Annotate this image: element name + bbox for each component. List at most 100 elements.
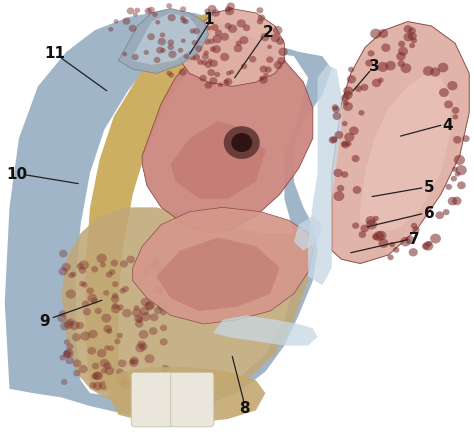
Circle shape [160, 48, 166, 53]
Circle shape [88, 294, 97, 302]
Circle shape [259, 76, 268, 84]
Circle shape [120, 260, 128, 268]
Circle shape [256, 7, 263, 13]
Circle shape [452, 107, 459, 114]
Circle shape [91, 266, 98, 273]
Circle shape [117, 333, 123, 339]
Circle shape [452, 197, 462, 205]
Circle shape [183, 54, 189, 59]
Circle shape [271, 34, 280, 42]
Circle shape [65, 356, 74, 364]
Circle shape [138, 330, 148, 339]
Circle shape [156, 288, 163, 294]
Circle shape [77, 263, 84, 270]
Circle shape [181, 18, 187, 23]
Circle shape [266, 56, 273, 63]
Circle shape [243, 24, 250, 31]
Circle shape [122, 18, 130, 25]
Circle shape [400, 237, 410, 246]
Circle shape [396, 52, 406, 60]
Circle shape [61, 379, 67, 385]
Circle shape [160, 32, 165, 38]
Text: 9: 9 [40, 314, 50, 329]
Circle shape [138, 380, 146, 387]
Circle shape [122, 286, 129, 292]
Circle shape [111, 305, 121, 313]
Circle shape [168, 51, 176, 58]
Circle shape [168, 14, 176, 21]
Circle shape [137, 317, 143, 323]
Polygon shape [332, 22, 469, 264]
Circle shape [119, 380, 127, 387]
Circle shape [119, 288, 126, 294]
Circle shape [189, 54, 196, 60]
Polygon shape [171, 121, 265, 199]
Circle shape [149, 263, 157, 271]
Circle shape [105, 366, 114, 375]
Circle shape [453, 114, 458, 119]
Circle shape [134, 314, 143, 323]
Circle shape [192, 54, 200, 60]
Circle shape [160, 310, 166, 315]
Circle shape [203, 51, 209, 55]
Circle shape [64, 339, 70, 345]
Circle shape [444, 100, 453, 108]
Circle shape [436, 211, 444, 219]
Circle shape [184, 48, 191, 54]
Circle shape [139, 307, 149, 316]
Circle shape [179, 69, 187, 76]
Circle shape [373, 231, 384, 241]
Circle shape [209, 77, 218, 85]
Circle shape [166, 3, 172, 9]
Circle shape [200, 75, 207, 82]
Circle shape [223, 79, 229, 85]
Circle shape [95, 308, 102, 314]
Circle shape [57, 314, 67, 322]
Circle shape [239, 36, 248, 44]
Circle shape [276, 38, 284, 45]
Circle shape [91, 298, 98, 304]
Circle shape [109, 27, 113, 32]
Circle shape [90, 382, 97, 388]
Circle shape [378, 78, 383, 83]
Circle shape [423, 66, 434, 76]
Circle shape [104, 345, 110, 350]
Circle shape [341, 171, 348, 178]
Polygon shape [156, 238, 280, 311]
Circle shape [156, 266, 166, 274]
Circle shape [372, 79, 381, 87]
Circle shape [352, 222, 359, 229]
Circle shape [112, 281, 118, 287]
Circle shape [358, 110, 365, 116]
Circle shape [129, 358, 138, 367]
Circle shape [91, 373, 99, 380]
Circle shape [60, 322, 69, 330]
Circle shape [154, 307, 162, 314]
Text: 10: 10 [6, 168, 27, 182]
Circle shape [224, 78, 232, 86]
Circle shape [127, 256, 135, 264]
Circle shape [406, 236, 415, 244]
Circle shape [277, 57, 286, 64]
Circle shape [389, 242, 395, 247]
Circle shape [438, 63, 448, 73]
Circle shape [181, 38, 186, 43]
Polygon shape [294, 216, 322, 251]
Circle shape [87, 287, 94, 294]
Circle shape [82, 282, 88, 288]
Circle shape [82, 308, 91, 315]
Circle shape [138, 382, 146, 390]
Circle shape [333, 191, 344, 201]
Circle shape [457, 181, 466, 189]
Circle shape [260, 66, 267, 73]
Circle shape [411, 223, 418, 229]
Circle shape [403, 25, 412, 33]
Circle shape [64, 349, 74, 358]
Circle shape [447, 81, 457, 90]
Circle shape [403, 33, 413, 41]
Circle shape [393, 247, 400, 253]
Circle shape [195, 45, 202, 52]
Circle shape [118, 359, 127, 367]
Circle shape [426, 241, 432, 247]
Circle shape [167, 44, 174, 50]
